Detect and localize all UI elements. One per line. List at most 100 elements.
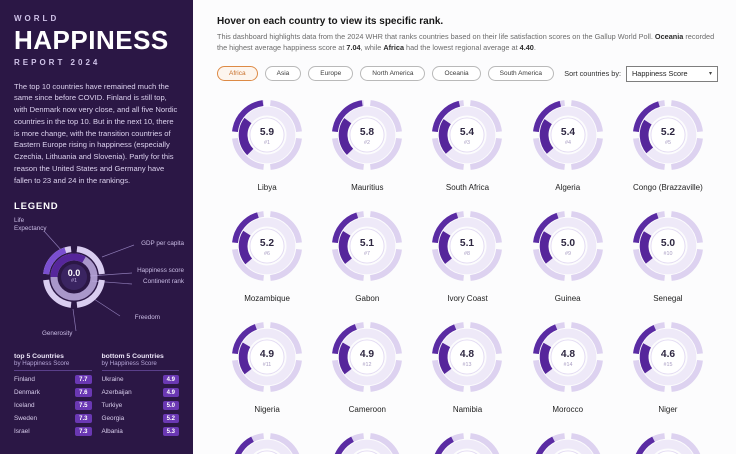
svg-text:#9: #9: [565, 251, 571, 257]
country-donut-chart: 5.0 #9: [529, 207, 607, 290]
country-card[interactable]: 4.8 #13 Namibia: [417, 318, 517, 414]
country-card[interactable]: 5.1 #8 Ivory Coast: [417, 207, 517, 303]
table-score-badge: 7.6: [75, 388, 92, 398]
country-card[interactable]: [317, 429, 417, 454]
bottom5-title: bottom 5 Countries: [101, 353, 164, 361]
svg-text:#5: #5: [665, 140, 671, 146]
country-name: Libya: [257, 182, 277, 192]
svg-text:#10: #10: [663, 251, 672, 257]
table-row: Azerbaijan 4.9: [101, 388, 179, 398]
country-card[interactable]: 4.8 #14 Morocco: [518, 318, 618, 414]
country-card[interactable]: 5.1 #7 Gabon: [317, 207, 417, 303]
controls-bar: Africa Asia Europe North America Oceania Sout…: [217, 65, 718, 82]
table-row: Turkiye 5.0: [102, 401, 179, 411]
table-row: Albania 5.3: [102, 427, 179, 437]
region-pill-oceania[interactable]: Oceania: [432, 66, 481, 82]
table-country: Georgia: [101, 415, 125, 423]
country-donut-chart: [328, 429, 406, 454]
country-card[interactable]: [417, 429, 517, 454]
region-pill-north-america[interactable]: North America: [360, 66, 426, 82]
country-card[interactable]: 5.8 #2 Mauritius: [317, 96, 417, 192]
bottom5-subtitle: by Happiness Score: [101, 360, 179, 372]
svg-text:4.8: 4.8: [561, 349, 576, 360]
region-pill-africa[interactable]: Africa: [217, 66, 258, 82]
country-name: Namibia: [452, 404, 483, 414]
country-donut-chart: [428, 429, 506, 454]
table-row: Iceland 7.5: [14, 401, 92, 411]
report-kicker: WORLD: [14, 14, 60, 23]
country-card[interactable]: 4.6 #15 Niger: [618, 318, 718, 414]
country-donut-chart: 4.6 #15: [629, 318, 707, 401]
legend-label-freedom: Freedom: [134, 314, 160, 322]
table-row: Israel 7.3: [14, 427, 92, 437]
country-card[interactable]: [518, 429, 618, 454]
country-donut-chart: 5.9 #1: [228, 96, 306, 179]
table-country: Ukraine: [101, 376, 124, 384]
legend-center-score: 0.0: [67, 268, 81, 279]
svg-text:4.9: 4.9: [260, 349, 275, 360]
svg-text:5.2: 5.2: [260, 238, 275, 249]
country-donut-chart: 5.1 #7: [328, 207, 406, 290]
legend-label-generosity: Generosity: [42, 330, 73, 338]
report-subtitle: REPORT 2024: [14, 57, 101, 67]
country-card[interactable]: 4.9 #11 Nigeria: [217, 318, 317, 414]
svg-text:#1: #1: [264, 140, 270, 146]
svg-text:5.0: 5.0: [661, 238, 676, 249]
table-row: Denmark 7.6: [14, 388, 92, 398]
country-name: Algeria: [555, 182, 581, 192]
country-card[interactable]: [217, 429, 317, 454]
legend-donut: Life Expectancy GDP per capita Happiness…: [14, 215, 184, 347]
country-card[interactable]: 5.2 #5 Congo (Brazzaville): [618, 96, 718, 192]
country-name: Morocco: [552, 404, 584, 414]
sort-label: Sort countries by:: [564, 69, 621, 79]
table-row: Finland 7.7: [14, 375, 92, 385]
legend-center: 0.0 #1: [57, 268, 91, 284]
country-card[interactable]: 5.4 #4 Algeria: [518, 96, 618, 192]
top5-table: top 5 Countries by Happiness Score Finla…: [14, 353, 92, 440]
svg-text:5.1: 5.1: [460, 238, 475, 249]
svg-text:#15: #15: [663, 362, 672, 368]
svg-text:5.0: 5.0: [561, 238, 576, 249]
region-filter-group: Africa Asia Europe North America Oceania Sout…: [217, 66, 554, 82]
svg-text:5.1: 5.1: [360, 238, 375, 249]
country-card[interactable]: 4.9 #12 Cameroon: [317, 318, 417, 414]
svg-text:#14: #14: [563, 362, 572, 368]
country-card[interactable]: [618, 429, 718, 454]
region-pill-asia[interactable]: Asia: [264, 66, 302, 82]
table-score-badge: 7.7: [75, 375, 92, 385]
country-name: Mauritius: [351, 182, 384, 192]
region-pill-south-america[interactable]: South America: [487, 66, 554, 82]
svg-text:4.9: 4.9: [360, 349, 375, 360]
svg-text:4.8: 4.8: [460, 349, 475, 360]
table-country: Azerbaijan: [101, 389, 132, 397]
svg-text:5.2: 5.2: [661, 127, 676, 138]
table-score-badge: 5.3: [162, 427, 179, 437]
top5-title: top 5 Countries: [14, 353, 64, 361]
country-card[interactable]: 5.4 #3 South Africa: [417, 96, 517, 192]
country-donut-chart: 5.2 #6: [228, 207, 306, 290]
table-score-badge: 7.3: [75, 414, 92, 424]
svg-text:#3: #3: [465, 140, 471, 146]
svg-text:#7: #7: [364, 251, 370, 257]
country-card[interactable]: 5.0 #10 Senegal: [618, 207, 718, 303]
table-country: Iceland: [14, 402, 35, 410]
svg-text:#8: #8: [465, 251, 471, 257]
country-donut-chart: [228, 429, 306, 454]
country-card[interactable]: 5.0 #9 Guinea: [518, 207, 618, 303]
table-score-badge: 7.3: [75, 427, 92, 437]
country-card[interactable]: 5.2 #6 Mozambique: [217, 207, 317, 303]
country-name: Senegal: [653, 293, 683, 303]
country-name: Gabon: [355, 293, 380, 303]
table-score-badge: 4.9: [162, 388, 179, 398]
country-donut-chart: 4.9 #11: [228, 318, 306, 401]
country-card[interactable]: 5.9 #1 Libya: [217, 96, 317, 192]
svg-text:#12: #12: [363, 362, 372, 368]
sort-select[interactable]: Happiness Score ▾: [626, 65, 718, 82]
legend-label-life-expectancy: Life Expectancy: [14, 217, 47, 233]
table-score-badge: 7.5: [75, 401, 92, 411]
region-pill-europe[interactable]: Europe: [308, 66, 354, 82]
country-donut-chart: 5.4 #3: [428, 96, 506, 179]
country-donut-chart: [529, 429, 607, 454]
table-row: Georgia 5.2: [101, 414, 179, 424]
country-name: Niger: [658, 404, 678, 414]
